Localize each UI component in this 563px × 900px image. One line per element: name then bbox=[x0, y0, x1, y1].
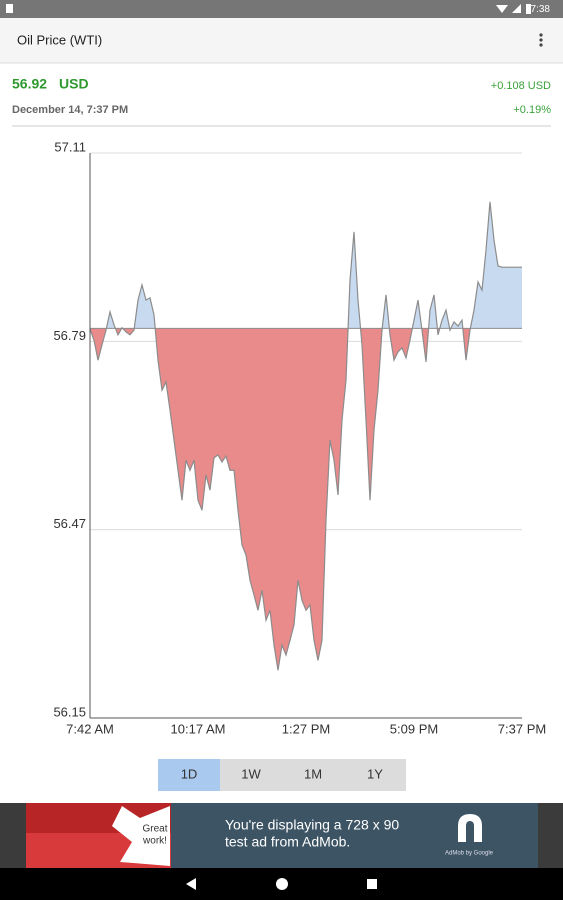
ad-message-line: test ad from AdMob. bbox=[225, 834, 350, 850]
y-tick-label: 56.79 bbox=[53, 328, 86, 343]
x-tick-label: 1:27 PM bbox=[282, 721, 330, 736]
app-title: Oil Price (WTI) bbox=[17, 32, 102, 47]
notification-icon bbox=[6, 4, 13, 13]
range-button-label: 1M bbox=[304, 766, 322, 781]
x-tick-label: 10:17 AM bbox=[171, 721, 226, 736]
recents-button[interactable] bbox=[367, 879, 377, 889]
signal-icon bbox=[512, 4, 521, 13]
range-button[interactable] bbox=[220, 759, 282, 791]
timestamp: December 14, 7:37 PM bbox=[12, 104, 128, 116]
range-selector: 1D 1W 1M 1Y bbox=[158, 759, 406, 791]
range-button[interactable] bbox=[282, 759, 344, 791]
x-tick-label: 5:09 PM bbox=[390, 721, 438, 736]
range-button-label: 1W bbox=[241, 766, 261, 781]
x-tick-label: 7:37 PM bbox=[498, 721, 546, 736]
battery-icon bbox=[526, 4, 531, 14]
ad-badge-line: work! bbox=[142, 836, 167, 847]
area-above bbox=[90, 201, 522, 329]
price-chart: 56.15 56.47 56.79 57.11 7:42 AM 10:17 AM 1:27 … bbox=[53, 139, 546, 736]
back-button[interactable] bbox=[186, 878, 196, 890]
wifi-icon bbox=[496, 5, 508, 13]
y-tick-label: 57.11 bbox=[54, 139, 86, 154]
change-percent: +0.19% bbox=[513, 104, 551, 116]
status-time: 7:38 bbox=[531, 4, 551, 15]
home-button[interactable] bbox=[276, 878, 288, 890]
ad-badge-shape bbox=[112, 806, 170, 866]
price-line bbox=[89, 201, 522, 671]
price: 56.92 bbox=[12, 76, 47, 92]
price-change: +0.108 USD bbox=[491, 80, 551, 92]
app-bar bbox=[0, 18, 563, 63]
currency: USD bbox=[59, 76, 89, 92]
overflow-menu[interactable] bbox=[539, 33, 543, 47]
range-button[interactable] bbox=[158, 759, 220, 791]
range-button-label: 1D bbox=[181, 766, 198, 781]
ad-message-line: You're displaying a 728 x 90 bbox=[225, 817, 399, 833]
y-tick-label: 56.47 bbox=[53, 516, 86, 531]
admob-logo bbox=[458, 814, 482, 842]
x-tick-label: 7:42 AM bbox=[66, 721, 114, 736]
range-button-label: 1Y bbox=[367, 766, 383, 781]
ad-badge-line: Great bbox=[142, 824, 167, 835]
status-bar bbox=[0, 0, 563, 18]
range-button[interactable] bbox=[344, 759, 406, 791]
area-below bbox=[90, 328, 471, 671]
ad-brand: AdMob by Google bbox=[445, 851, 494, 857]
y-tick-label: 56.15 bbox=[53, 704, 86, 719]
